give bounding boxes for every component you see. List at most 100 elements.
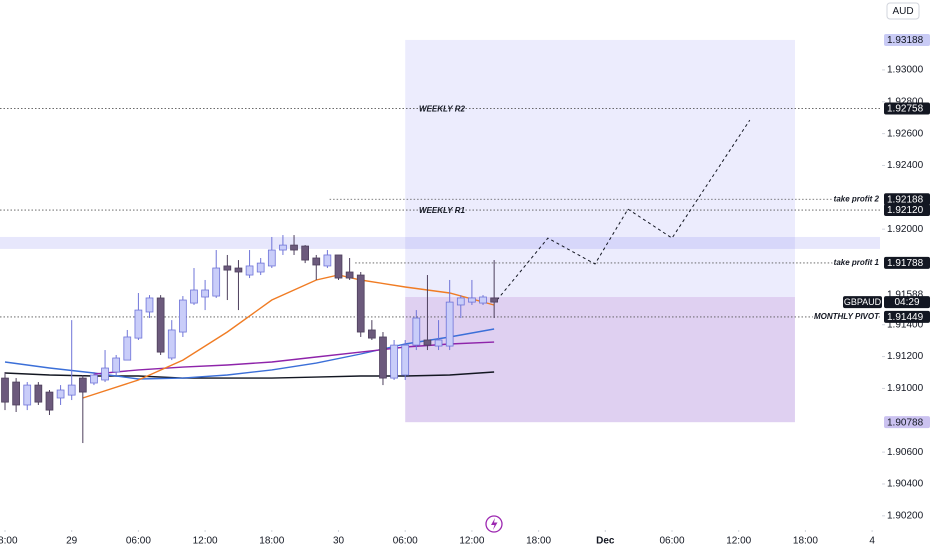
level-price-box xyxy=(884,256,930,269)
candle-body xyxy=(479,296,487,304)
event-icon-bolt xyxy=(491,518,498,530)
resistance-band xyxy=(0,236,880,249)
candle-body xyxy=(123,336,132,361)
candle-body xyxy=(245,265,254,276)
x-tick-label: 06:00 xyxy=(659,536,684,547)
candle-body xyxy=(190,289,198,304)
countdown-box xyxy=(884,296,930,309)
level-label: WEEKLY R1 xyxy=(419,206,465,215)
candle-body xyxy=(345,271,354,279)
x-tick-label: Dec xyxy=(596,536,615,547)
y-tick-label: 1.92600 xyxy=(887,128,924,139)
candle-body xyxy=(412,317,421,346)
zone-price-label: 1.93188 xyxy=(887,35,924,46)
x-tick-label: 18:00 xyxy=(259,536,284,547)
projection-path xyxy=(496,119,751,301)
candle-body xyxy=(390,344,398,379)
moving-average xyxy=(4,371,495,379)
candle-body xyxy=(45,391,54,411)
candle-body xyxy=(256,262,265,273)
zone-price-box xyxy=(884,416,930,429)
candle-body xyxy=(434,339,443,347)
candle-body xyxy=(356,274,365,333)
candle-body xyxy=(56,389,65,399)
candle-body xyxy=(379,336,387,379)
x-tick-label: 12:00 xyxy=(459,536,484,547)
y-tick-label: 1.92000 xyxy=(887,224,924,235)
level-price-label: 1.92758 xyxy=(887,104,924,115)
candle-body xyxy=(167,329,176,359)
currency-box xyxy=(886,2,920,20)
candle-body xyxy=(323,254,332,267)
currency-label: AUD xyxy=(892,6,913,17)
candle-body xyxy=(23,384,32,406)
candle-body xyxy=(223,265,232,271)
level-label: MONTHLY PIVOT xyxy=(814,312,880,321)
x-tick-label: 4 xyxy=(869,536,875,547)
level-price-label: 1.91449 xyxy=(887,312,924,323)
candle-body xyxy=(90,374,98,384)
y-tick-label: 1.91200 xyxy=(887,351,924,362)
y-tick-label: 1.91000 xyxy=(887,383,924,394)
candle-body xyxy=(145,297,154,313)
zone xyxy=(405,297,795,423)
candle-body xyxy=(445,301,454,347)
candle-body xyxy=(112,357,121,373)
zone xyxy=(405,39,795,298)
y-tick-label: 1.91400 xyxy=(887,319,924,330)
level-label: WEEKLY R2 xyxy=(419,105,465,114)
zone-price-label: 1.90788 xyxy=(887,417,924,428)
candle-body xyxy=(78,377,87,393)
level-label: take profit 2 xyxy=(834,194,880,203)
price-marker-label: 1.91588 xyxy=(887,289,924,300)
x-tick-label: 30 xyxy=(333,536,345,547)
candle-body xyxy=(67,384,76,396)
candle-body xyxy=(201,289,209,298)
countdown-label: 04:29 xyxy=(894,297,919,308)
x-tick-label: 12:00 xyxy=(193,536,218,547)
x-tick-label: 18:00 xyxy=(526,536,551,547)
y-tick-label: 1.90200 xyxy=(887,510,924,521)
x-tick-label: 18:00 xyxy=(0,536,18,547)
y-tick-label: 1.90400 xyxy=(887,479,924,490)
level-label: take profit 1 xyxy=(834,258,880,267)
level-price-box xyxy=(884,310,930,323)
x-tick-label: 18:00 xyxy=(793,536,818,547)
plot-area xyxy=(0,39,880,444)
candle-body xyxy=(401,344,410,376)
x-tick-label: 12:00 xyxy=(726,536,751,547)
candle-body xyxy=(468,297,476,303)
level-price-box xyxy=(884,204,930,217)
candle-body xyxy=(134,309,143,339)
candle-body xyxy=(12,381,20,406)
moving-average xyxy=(82,274,495,399)
x-tick-label: 29 xyxy=(66,536,78,547)
candle-body xyxy=(301,245,310,261)
candle-body xyxy=(101,367,109,381)
candle-body xyxy=(423,339,432,346)
candle-body xyxy=(290,244,298,251)
candle-body xyxy=(267,249,276,267)
level-price-box xyxy=(884,102,930,115)
candle-body xyxy=(212,267,221,297)
candle-body xyxy=(1,377,9,403)
x-tick-label: 06:00 xyxy=(393,536,418,547)
symbol-label: GBPAUD xyxy=(844,297,882,307)
y-tick-label: 1.92800 xyxy=(887,96,924,107)
level-price-label: 1.92188 xyxy=(887,194,924,205)
y-tick-label: 1.90600 xyxy=(887,447,924,458)
zone-price-box xyxy=(884,33,930,46)
level-price-label: 1.92120 xyxy=(887,205,924,216)
candle-body xyxy=(34,384,43,403)
y-tick-label: 1.92400 xyxy=(887,160,924,171)
candle-body xyxy=(490,297,498,303)
candle-body xyxy=(156,297,165,353)
level-price-label: 1.91788 xyxy=(887,258,924,269)
level-price-box xyxy=(884,193,930,206)
candle-body xyxy=(334,254,343,279)
candle-body xyxy=(456,297,465,306)
y-tick-label: 1.93000 xyxy=(887,65,924,76)
candle-body xyxy=(234,267,243,273)
x-tick-label: 06:00 xyxy=(126,536,151,547)
